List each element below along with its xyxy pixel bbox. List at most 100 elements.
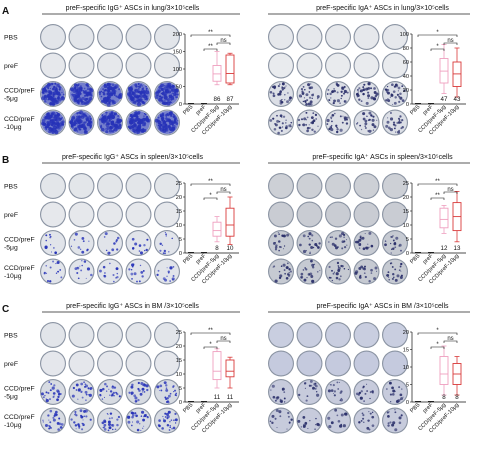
elispot-well (353, 201, 380, 228)
row-label: -10μg (4, 422, 22, 429)
box-2 (212, 216, 222, 243)
y-tick-label: 20 (403, 195, 409, 201)
elispot-well (268, 173, 294, 199)
row-label: PBS (4, 333, 18, 340)
elispot-well (40, 201, 66, 228)
significance-label: * (209, 342, 212, 348)
elispot-well (125, 24, 152, 50)
elispot-well (382, 322, 408, 348)
row-label: CCD/preF (4, 116, 35, 123)
row-label: CCD/preF (4, 265, 35, 272)
elispot-well (154, 379, 180, 405)
significance-bracket: * (203, 342, 218, 349)
significance-bracket: * (203, 193, 218, 200)
elispot-well (125, 230, 152, 256)
box-2 (439, 44, 449, 94)
elispot-well (382, 24, 408, 50)
elispot-well (154, 52, 180, 79)
significance-label: ** (208, 328, 213, 334)
y-tick-label: 40 (403, 74, 409, 80)
x-tick-label: PBS (409, 104, 421, 116)
row-label: preF (4, 361, 18, 368)
row-label: CCD/preF (4, 88, 35, 95)
elispot-well (353, 52, 380, 79)
elispot-well (125, 322, 152, 348)
x-tick-label: PBS (409, 402, 421, 414)
subpanel-title: preF-specific IgG⁺ ASCs in lung/3×10⁵cel… (66, 5, 200, 12)
elispot-well (268, 81, 294, 107)
y-tick-label: 0 (179, 251, 182, 257)
y-tick-label: 5 (406, 237, 409, 243)
elispot-well (68, 230, 95, 256)
elispot-well (296, 230, 323, 256)
value-label: 86 (214, 96, 221, 103)
significance-bracket: ** (190, 179, 231, 186)
row-label: CCD/preF (4, 386, 35, 393)
elispot-well (325, 109, 351, 136)
elispot-well (353, 322, 380, 348)
elispot-well (296, 109, 323, 136)
significance-label: * (209, 193, 212, 199)
y-tick-label: 100 (400, 32, 409, 38)
box-3 (225, 196, 235, 246)
elispot-well (382, 201, 408, 228)
box-2 (439, 204, 449, 234)
value-label: 47 (441, 96, 448, 103)
y-tick-label: 10 (403, 223, 409, 229)
elispot-well (68, 24, 95, 50)
y-tick-label: 5 (406, 383, 409, 389)
y-tick-label: 25 (176, 181, 182, 187)
elispot-well (40, 24, 66, 50)
elispot-well (40, 258, 66, 285)
y-tick-label: 10 (176, 372, 182, 378)
elispot-well (353, 109, 380, 136)
y-tick-label: 15 (403, 348, 409, 354)
significance-label: ** (208, 30, 213, 36)
elispot-well (40, 81, 66, 107)
significance-label: * (436, 30, 439, 36)
elispot-well (154, 350, 180, 377)
elispot-well (97, 350, 123, 377)
elispot-well (268, 24, 294, 50)
row-label: -5μg (4, 96, 18, 103)
box-3 (225, 52, 235, 86)
box-3 (452, 356, 462, 396)
value-label: 8 (455, 394, 459, 401)
value-label: 43 (454, 96, 461, 103)
significance-bracket: * (417, 328, 458, 335)
panel-letter: A (2, 6, 9, 17)
elispot-well (125, 52, 152, 79)
significance-bracket: ns (216, 38, 231, 45)
elispot-well (325, 173, 351, 199)
significance-label: ns (220, 336, 226, 342)
elispot-well (353, 230, 380, 256)
panel-a: APBSpreFCCD/preF-5μgCCD/preF-10μgpreF-sp… (2, 5, 470, 136)
elispot-well (325, 407, 351, 434)
significance-label: ns (447, 336, 453, 342)
elispot-well (40, 109, 66, 136)
elispot-well (40, 350, 66, 377)
elispot-well (154, 201, 180, 228)
elispot-well (268, 407, 294, 434)
elispot-well (268, 201, 294, 228)
y-tick-label: 60 (403, 60, 409, 66)
row-label: CCD/preF (4, 414, 35, 421)
value-label: 87 (227, 96, 234, 103)
elispot-well (68, 379, 95, 405)
elispot-well (325, 24, 351, 50)
elispot-well (40, 379, 66, 405)
elispot-well (296, 322, 323, 348)
significance-label: * (436, 44, 439, 50)
elispot-well (268, 350, 294, 377)
elispot-well (268, 258, 294, 285)
y-tick-label: 80 (403, 46, 409, 52)
box-3 (452, 47, 462, 98)
elispot-well (325, 201, 351, 228)
row-label: -5μg (4, 245, 18, 252)
elispot-well (154, 258, 180, 285)
elispot-well (97, 24, 123, 50)
value-label: 11 (227, 394, 234, 401)
y-tick-label: 15 (403, 209, 409, 215)
elispot-well (68, 109, 95, 136)
value-label: 13 (454, 245, 461, 252)
